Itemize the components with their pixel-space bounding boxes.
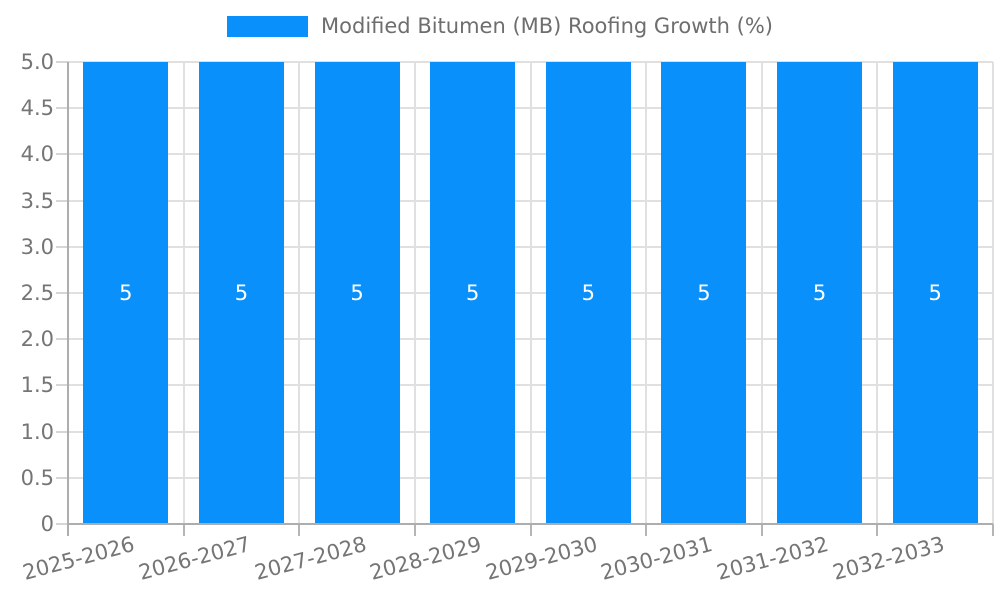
- y-axis-label: 1.0: [20, 419, 54, 444]
- y-axis-label: 0: [40, 512, 54, 536]
- y-axis-tick: [56, 61, 68, 63]
- y-axis-label: 2.5: [20, 281, 54, 305]
- gridline-vertical: [298, 62, 301, 524]
- x-axis-label: 2026-2027: [136, 531, 253, 585]
- y-axis-label: 1.5: [20, 373, 54, 398]
- x-axis-line: [68, 523, 993, 525]
- y-axis-tick: [56, 107, 68, 110]
- y-axis-label: 4.0: [20, 142, 54, 167]
- x-axis-label: 2032-2033: [829, 531, 947, 585]
- x-axis-tick: [645, 524, 648, 536]
- x-axis-tick: [182, 524, 185, 536]
- bar[interactable]: [661, 62, 747, 524]
- y-axis-label: 0.5: [20, 465, 54, 490]
- gridline-vertical: [182, 62, 185, 524]
- y-axis-tick: [56, 199, 68, 202]
- x-axis-tick: [529, 524, 532, 536]
- x-axis-label: 2027-2028: [251, 531, 369, 585]
- y-axis-label: 3.0: [20, 234, 54, 259]
- y-axis-tick: [56, 153, 68, 156]
- y-axis-tick: [56, 338, 68, 341]
- x-axis-tick: [298, 524, 301, 536]
- x-axis-tick: [413, 524, 416, 536]
- x-axis-tick: [760, 524, 763, 536]
- y-axis-label: 4.5: [20, 96, 54, 121]
- y-axis-tick: [56, 245, 68, 248]
- legend-swatch: [227, 15, 309, 37]
- y-axis-tick: [56, 523, 68, 525]
- gridline-vertical: [645, 62, 648, 524]
- y-axis-tick: [56, 292, 68, 294]
- bar[interactable]: [545, 62, 631, 524]
- gridline-vertical: [760, 62, 763, 524]
- x-axis-label: 2030-2031: [598, 531, 716, 585]
- x-axis-label: 2029-2030: [483, 531, 600, 585]
- x-axis-tick: [992, 524, 994, 536]
- y-axis-tick: [56, 430, 68, 433]
- bar[interactable]: [314, 62, 400, 524]
- gridline-vertical: [413, 62, 416, 524]
- gridline-vertical: [529, 62, 532, 524]
- bar[interactable]: [83, 62, 169, 524]
- y-axis-label: 3.5: [20, 188, 54, 213]
- y-axis-tick: [56, 476, 68, 479]
- x-axis-label: 2025-2026: [20, 531, 138, 585]
- legend: Modified Bitumen (MB) Roofing Growth (%): [0, 0, 1000, 52]
- gridline-vertical: [876, 62, 879, 524]
- bar-value-label: 5: [581, 281, 595, 305]
- bar-value-label: 5: [697, 281, 711, 305]
- y-axis-label: 5.0: [20, 50, 54, 74]
- bar-value-label: 5: [928, 281, 942, 305]
- bar[interactable]: [198, 62, 284, 524]
- x-axis-label: 2031-2032: [714, 531, 832, 585]
- x-axis-tick: [876, 524, 879, 536]
- bar-value-label: 5: [234, 281, 249, 305]
- legend-item[interactable]: Modified Bitumen (MB) Roofing Growth (%): [227, 13, 773, 39]
- x-axis-label: 2028-2029: [367, 531, 485, 585]
- y-axis-tick: [56, 384, 68, 387]
- bar-value-label: 5: [812, 281, 827, 305]
- bar[interactable]: [430, 62, 516, 524]
- y-axis-label: 2.0: [20, 327, 54, 352]
- bar-value-label: 5: [466, 281, 480, 305]
- bar[interactable]: [892, 62, 978, 524]
- bar[interactable]: [777, 62, 863, 524]
- bar-value-label: 5: [119, 281, 133, 305]
- bar-value-label: 5: [350, 281, 364, 305]
- y-axis-line: [67, 62, 69, 536]
- gridline-vertical: [992, 62, 994, 524]
- legend-label: Modified Bitumen (MB) Roofing Growth (%): [321, 14, 773, 38]
